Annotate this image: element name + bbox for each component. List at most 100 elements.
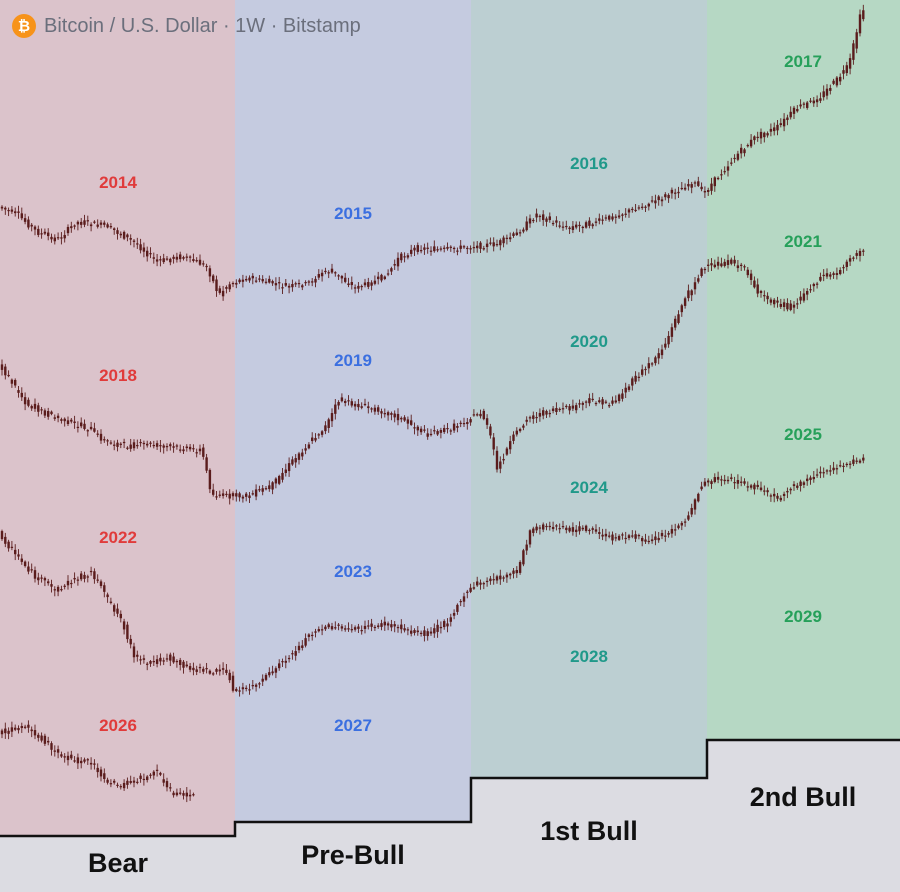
candle-body [142, 658, 146, 660]
candle-body [179, 792, 182, 794]
candle-body [347, 400, 350, 402]
candle [716, 471, 720, 484]
candle [215, 490, 218, 500]
candle-body [324, 425, 327, 432]
candle [33, 398, 37, 412]
candle [76, 576, 80, 586]
candle [832, 78, 835, 86]
candle-body [657, 196, 660, 201]
candle [192, 792, 195, 797]
candle-body [782, 302, 786, 308]
candle-body [594, 221, 598, 223]
candle-body [690, 507, 693, 515]
candle-body [139, 441, 142, 444]
symbol-title[interactable]: Bitcoin / U.S. Dollar · 1W · Bitstamp [44, 14, 361, 37]
candle [667, 530, 670, 538]
candle [631, 206, 634, 213]
candle-body [340, 276, 344, 279]
candle-body [753, 136, 756, 141]
candle-body [287, 657, 291, 660]
candle [264, 673, 268, 682]
candle [225, 491, 228, 498]
candle [377, 623, 380, 629]
candle [195, 448, 198, 458]
year-label-2025: 2025 [784, 425, 822, 444]
candle-body [344, 277, 347, 282]
candle-body [50, 236, 53, 240]
candle-body [89, 762, 93, 765]
candle-body [89, 570, 93, 573]
candle-body [532, 528, 535, 533]
candle [660, 344, 664, 359]
candle [644, 533, 647, 545]
candle [324, 624, 327, 631]
phase-staircase-outline [0, 738, 900, 838]
candle [713, 176, 716, 192]
phase-column-second-bull [707, 0, 900, 740]
candle-body [268, 672, 271, 676]
candle-body [231, 282, 235, 285]
candle-body [80, 760, 83, 764]
phase-label-first-bull: 1st Bull [540, 816, 638, 846]
candle [819, 466, 822, 479]
candle [604, 214, 608, 221]
candle-body [693, 182, 697, 184]
candle [271, 665, 274, 676]
candle [436, 246, 439, 253]
candle-body [670, 327, 674, 337]
candle [542, 210, 545, 226]
candle-body [175, 792, 179, 796]
candle-body [588, 398, 591, 404]
candle-body [789, 111, 792, 118]
candle [126, 621, 129, 643]
candle [769, 123, 773, 137]
candle-body [109, 226, 113, 228]
candle-body [149, 442, 152, 444]
candle [611, 213, 614, 222]
candle [311, 631, 314, 641]
candle [776, 296, 779, 308]
candle [212, 483, 215, 497]
candle-body [162, 445, 165, 448]
candle-body [20, 392, 23, 398]
candle-body [426, 247, 429, 249]
candle-body [245, 278, 248, 281]
candle-body [50, 411, 53, 415]
candle [152, 440, 155, 449]
candle [304, 443, 307, 455]
candle-body [766, 133, 769, 136]
candle [730, 157, 733, 166]
candle [637, 205, 641, 211]
candle [446, 242, 449, 251]
candle-body [119, 233, 122, 236]
candle-body [509, 573, 512, 576]
candle [796, 482, 799, 490]
candle-body [268, 278, 271, 283]
candle-body [660, 199, 664, 202]
candle-body [93, 571, 96, 580]
candle [370, 407, 373, 413]
candle [99, 579, 103, 589]
candle-body [307, 444, 311, 449]
candle [443, 619, 446, 630]
candle-body [334, 404, 337, 414]
candle [162, 657, 165, 666]
candle-body [261, 678, 264, 682]
candle-body [495, 450, 499, 470]
candle-body [7, 730, 10, 734]
candle [172, 254, 175, 264]
candle-body [86, 759, 89, 761]
candle-body [363, 403, 367, 406]
candle [113, 440, 116, 451]
candle-body [225, 287, 228, 289]
candle [584, 400, 588, 409]
candle-body [462, 596, 466, 602]
candle [594, 401, 598, 407]
candle-body [403, 256, 406, 258]
candle-body [740, 481, 743, 483]
candle [769, 297, 773, 306]
candle [14, 207, 17, 217]
candle [410, 625, 413, 637]
candle-body [499, 575, 502, 580]
year-label-2028: 2028 [570, 647, 608, 666]
